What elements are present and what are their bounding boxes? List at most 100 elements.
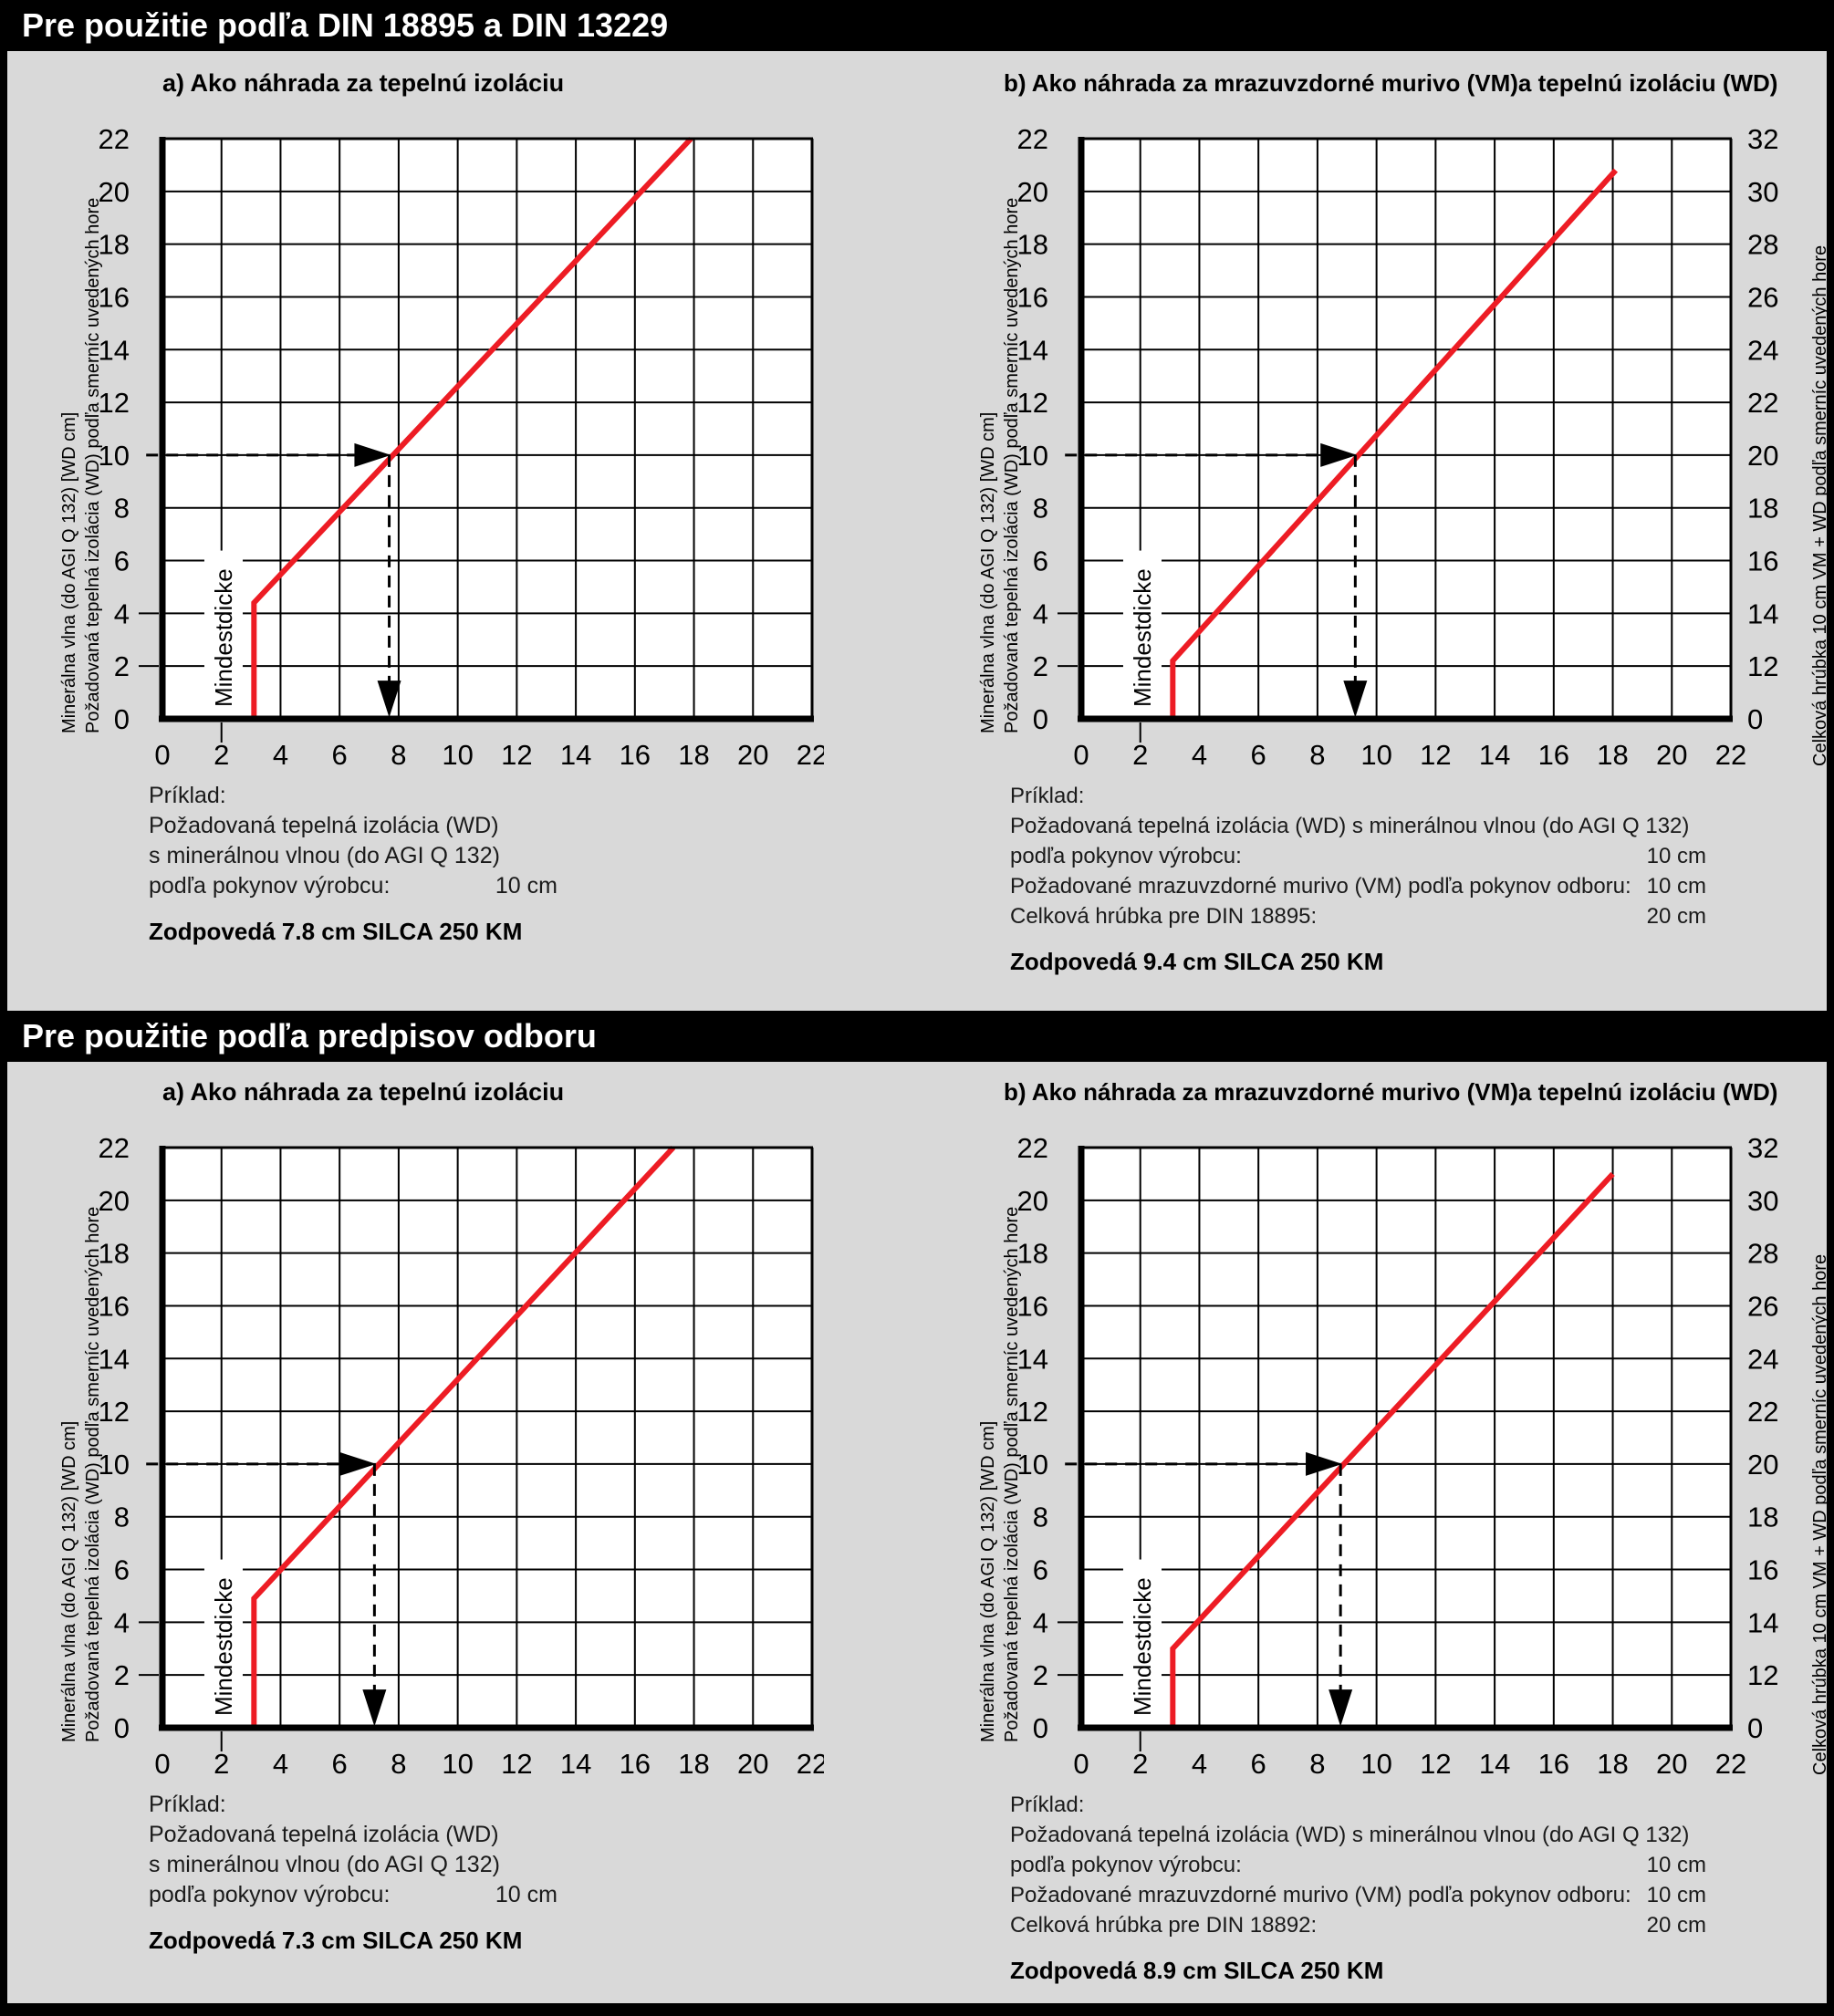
example-row: Požadovaná tepelná izolácia (WD) s miner… (1010, 1820, 1706, 1850)
svg-text:16: 16 (1538, 739, 1569, 766)
svg-text:32: 32 (1747, 123, 1778, 155)
plot-border (159, 1146, 814, 1731)
svg-text:18: 18 (1017, 1238, 1048, 1270)
svg-text:18: 18 (1017, 229, 1048, 261)
axis-minor-ticks (1058, 1621, 1141, 1751)
min-thickness-label: Mindestdicke (210, 568, 237, 707)
svg-text:14: 14 (1479, 739, 1510, 766)
example-heading: Príklad: (1010, 784, 1085, 808)
svg-text:2: 2 (1132, 1748, 1148, 1775)
svg-text:12: 12 (1420, 739, 1451, 766)
example-row-value: 10 cm (1646, 1883, 1706, 1907)
svg-text:20: 20 (737, 739, 768, 766)
svg-text:22: 22 (1017, 123, 1048, 155)
section-1-header: Pre použitie podľa DIN 18895 a DIN 13229 (0, 0, 1834, 51)
example-row: Celková hrúbka pre DIN 18895: 20 cm (1010, 901, 1706, 931)
example-row-label: s minerálnou vlnou (do AGI Q 132) (149, 843, 500, 868)
svg-text:18: 18 (1747, 1502, 1778, 1533)
plot-area (162, 1148, 812, 1728)
svg-text:18: 18 (678, 739, 709, 766)
svg-text:26: 26 (1747, 281, 1778, 313)
svg-text:4: 4 (1192, 739, 1207, 766)
svg-text:20: 20 (1017, 1185, 1048, 1217)
example-row: podľa pokynov výrobcu: 10 cm (149, 871, 557, 901)
svg-text:14: 14 (1747, 598, 1778, 629)
svg-text:20: 20 (1656, 739, 1687, 766)
svg-text:22: 22 (797, 1748, 824, 1775)
y-axis-label-line1: Minerálna vlna (do AGI Q 132) [WD cm] (978, 1421, 998, 1742)
right-axis-label: Celková hrúbka 10 cm VM + WD podľa smern… (1810, 245, 1830, 766)
min-thickness-label: Mindestdicke (1129, 1577, 1156, 1716)
svg-text:20: 20 (737, 1748, 768, 1775)
svg-text:16: 16 (1017, 281, 1048, 313)
svg-text:12: 12 (501, 1748, 532, 1775)
chart-1a-title: a) Ako náhrada za tepelnú izoláciu (162, 69, 565, 97)
svg-text:10: 10 (1017, 440, 1048, 472)
svg-text:10: 10 (99, 1449, 130, 1481)
svg-text:22: 22 (99, 123, 130, 155)
svg-text:8: 8 (1033, 1502, 1048, 1533)
svg-text:18: 18 (678, 1748, 709, 1775)
plot-border (1078, 1146, 1733, 1731)
red-data-line (251, 136, 693, 719)
svg-text:16: 16 (99, 281, 130, 313)
chart-2a-title: a) Ako náhrada za tepelnú izoláciu (162, 1078, 565, 1106)
svg-text:16: 16 (620, 1748, 651, 1775)
example-row-label: podľa pokynov výrobcu: (149, 1882, 391, 1907)
grid-lines (1081, 1148, 1731, 1728)
example-row-value: 10 cm (495, 873, 557, 899)
min-thickness-label-bg (203, 550, 244, 717)
svg-text:12: 12 (1420, 1748, 1451, 1775)
svg-text:14: 14 (1479, 1748, 1510, 1775)
example-arrow-dashes (1065, 1462, 1342, 1691)
example-arrow-heads (354, 442, 401, 718)
min-thickness-label: Mindestdicke (210, 1577, 237, 1716)
svg-text:16: 16 (1747, 1554, 1778, 1586)
example-row-label: podľa pokynov výrobcu: (149, 873, 391, 899)
svg-text:10: 10 (1360, 739, 1391, 766)
svg-text:26: 26 (1747, 1290, 1778, 1322)
example-row-value: 10 cm (495, 1882, 557, 1907)
example-heading: Príklad: (149, 783, 226, 808)
example-arrow-dashes (1065, 453, 1357, 682)
example-row-label: Požadovaná tepelná izolácia (WD) s miner… (1010, 1823, 1690, 1847)
svg-text:20: 20 (1017, 176, 1048, 208)
svg-text:22: 22 (797, 739, 824, 766)
svg-text:4: 4 (273, 1748, 288, 1775)
page-border-left (0, 0, 7, 2016)
svg-text:22: 22 (1747, 387, 1778, 419)
example-row: s minerálnou vlnou (do AGI Q 132) (149, 841, 557, 871)
grid-lines (162, 1148, 812, 1728)
y-axis-label-line2: Požadovaná tepelná izolácia (WD) podľa s… (1002, 1207, 1022, 1742)
svg-text:16: 16 (1747, 546, 1778, 577)
y-axis-label-line2: Požadovaná tepelná izolácia (WD) podľa s… (83, 1207, 103, 1742)
svg-text:2: 2 (1033, 1659, 1048, 1691)
svg-text:20: 20 (1747, 1449, 1778, 1481)
chart-2b-example: Príklad: Požadovaná tepelná izolácia (WD)… (1010, 1790, 1706, 1986)
example-row-label: podľa pokynov výrobcu: (1010, 1853, 1242, 1877)
plot-area (162, 139, 812, 719)
red-data-line (251, 1145, 676, 1728)
svg-text:18: 18 (99, 1238, 130, 1270)
svg-text:8: 8 (114, 1502, 130, 1533)
example-row-value: 10 cm (1646, 874, 1706, 899)
plot-border (159, 137, 814, 722)
svg-text:14: 14 (99, 1343, 130, 1375)
svg-text:0: 0 (154, 1748, 170, 1775)
svg-text:6: 6 (332, 739, 348, 766)
svg-text:0: 0 (1747, 1712, 1763, 1744)
svg-text:18: 18 (1597, 739, 1628, 766)
svg-text:10: 10 (442, 739, 473, 766)
y-axis-label-line2: Požadovaná tepelná izolácia (WD) podľa s… (83, 198, 103, 733)
svg-text:14: 14 (99, 334, 130, 366)
y-axis-label-line1: Minerálna vlna (do AGI Q 132) [WD cm] (978, 412, 998, 733)
svg-text:8: 8 (1309, 1748, 1325, 1775)
example-row: Požadované mrazuvzdorné murivo (VM) podľ… (1010, 871, 1706, 901)
svg-text:6: 6 (1251, 1748, 1266, 1775)
y-axis-label-line2: Požadovaná tepelná izolácia (WD) podľa s… (1002, 198, 1022, 733)
svg-text:6: 6 (332, 1748, 348, 1775)
svg-text:0: 0 (154, 739, 170, 766)
axis-minor-ticks (1058, 612, 1141, 743)
svg-text:4: 4 (273, 739, 288, 766)
